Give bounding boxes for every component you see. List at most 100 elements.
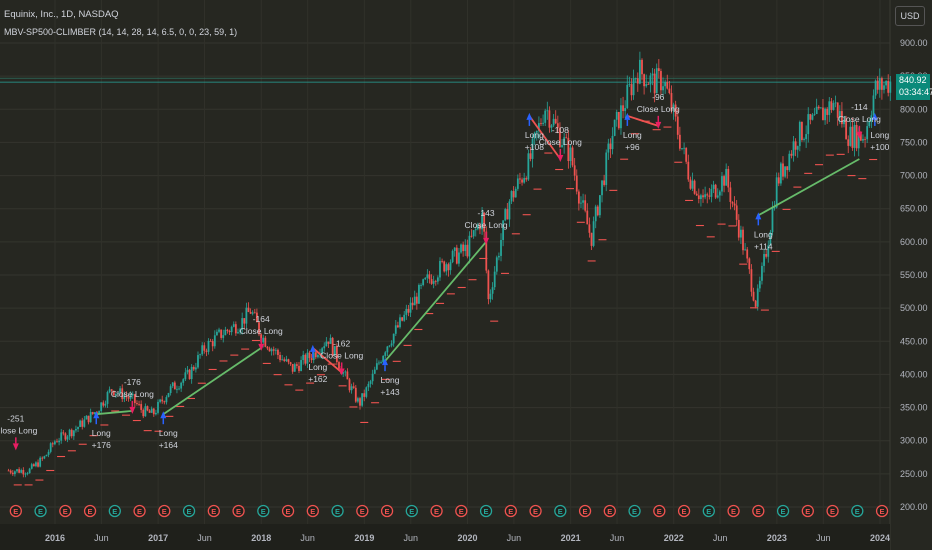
close-long-arrow[interactable]	[856, 131, 863, 139]
earnings-badge[interactable]: E	[133, 504, 146, 518]
earnings-badge-ring	[851, 504, 864, 518]
earnings-badge[interactable]: E	[182, 504, 196, 518]
candle-body	[119, 388, 122, 393]
candle-body	[192, 366, 195, 370]
candle-body	[142, 409, 145, 417]
earnings-badge[interactable]: E	[430, 504, 443, 518]
candle-body	[245, 307, 248, 324]
earnings-badge[interactable]: E	[232, 504, 245, 518]
time-axis-band	[0, 524, 890, 550]
candle-body	[826, 108, 829, 115]
earnings-badge[interactable]: E	[752, 504, 765, 518]
y-tick-label: 800.00	[900, 104, 928, 114]
candle-body	[815, 106, 818, 115]
earnings-badge[interactable]: E	[257, 504, 270, 518]
long-entry-arrow[interactable]	[93, 411, 100, 419]
candle-body	[371, 373, 374, 382]
candle-body	[102, 402, 105, 406]
long-entry-arrow[interactable]	[871, 112, 878, 120]
earnings-badge[interactable]: E	[380, 504, 394, 518]
close-long-arrow[interactable]	[338, 368, 345, 376]
candle-body	[232, 324, 235, 327]
candle-body	[218, 329, 220, 332]
candle-body	[165, 397, 168, 403]
candle-body	[22, 470, 25, 475]
earnings-badge[interactable]: E	[356, 504, 369, 518]
earnings-badge[interactable]: E	[158, 504, 171, 518]
entry-value: +100	[870, 142, 889, 152]
candle-body	[796, 146, 799, 150]
close-long-arrow[interactable]	[483, 237, 490, 245]
earnings-badge-letter: E	[558, 507, 563, 516]
earnings-badge[interactable]: E	[702, 504, 715, 518]
candle-body	[843, 119, 845, 125]
candle-body	[836, 102, 839, 118]
candle-body	[462, 244, 465, 252]
candle-body	[321, 348, 324, 355]
earnings-badge[interactable]: E	[9, 504, 22, 518]
candle-body	[472, 230, 475, 237]
earnings-badge[interactable]: E	[34, 504, 47, 518]
earnings-badge[interactable]: E	[306, 504, 319, 518]
earnings-badge[interactable]: E	[851, 504, 864, 518]
exit-label: Close Long	[111, 389, 154, 399]
earnings-badge[interactable]: E	[801, 504, 814, 518]
earnings-badge[interactable]: E	[479, 504, 493, 518]
earnings-badge[interactable]: E	[653, 504, 666, 518]
candle-body	[127, 397, 130, 399]
earnings-badge[interactable]: E	[207, 504, 220, 518]
earnings-badge[interactable]: E	[504, 504, 517, 518]
exit-value: -164	[253, 314, 270, 324]
long-entry-arrow[interactable]	[160, 411, 167, 419]
long-entry-arrow[interactable]	[755, 212, 762, 220]
long-entry-arrow[interactable]	[526, 112, 533, 120]
earnings-badge[interactable]: E	[628, 504, 641, 518]
candle-body	[586, 210, 589, 225]
earnings-badge[interactable]: E	[677, 504, 691, 518]
close-long-arrow[interactable]	[258, 343, 265, 351]
close-long-arrow[interactable]	[557, 155, 564, 162]
candle-body	[133, 394, 136, 404]
earnings-badge[interactable]: E	[455, 504, 468, 518]
indicator-legend[interactable]: MBV-SP500-CLIMBER (14, 14, 28, 14, 6.5, …	[4, 27, 238, 37]
earnings-badge[interactable]: E	[603, 504, 616, 518]
earnings-badge[interactable]: E	[727, 504, 740, 518]
long-entry-arrow[interactable]	[624, 112, 631, 120]
exit-value: -114	[851, 102, 868, 112]
candle-body	[125, 395, 128, 398]
candle-body	[338, 362, 340, 369]
y-tick-label: 650.00	[900, 204, 928, 214]
candle-body	[178, 388, 180, 390]
earnings-badge[interactable]: E	[529, 504, 542, 518]
candle-body	[352, 386, 355, 388]
close-long-arrow[interactable]	[655, 121, 662, 129]
candle-body	[569, 147, 572, 162]
earnings-badge[interactable]: E	[578, 504, 592, 518]
currency-button[interactable]: USD	[895, 6, 925, 26]
candle-body	[676, 116, 679, 135]
long-entry-arrow[interactable]	[382, 358, 388, 366]
close-long-arrow[interactable]	[129, 406, 136, 414]
earnings-badge[interactable]: E	[554, 504, 567, 518]
earnings-badge[interactable]: E	[826, 504, 839, 518]
earnings-badge[interactable]: E	[875, 504, 889, 518]
long-entry-arrow[interactable]	[309, 344, 316, 352]
candle-body	[716, 195, 719, 198]
candle-body	[819, 107, 822, 109]
earnings-badge[interactable]: E	[281, 504, 295, 518]
close-long-arrow[interactable]	[12, 443, 19, 451]
earnings-badge[interactable]: E	[331, 504, 344, 518]
candle-body	[7, 470, 10, 472]
candle-body	[603, 180, 606, 185]
earnings-badge[interactable]: E	[776, 504, 790, 518]
entry-label: Long	[870, 130, 889, 140]
earnings-badge[interactable]: E	[59, 504, 72, 518]
candle-body	[388, 345, 391, 347]
earnings-badge-ring	[677, 504, 691, 518]
earnings-badge[interactable]: E	[83, 504, 97, 518]
earnings-badge[interactable]: E	[405, 504, 418, 518]
candle-body	[638, 59, 641, 84]
candle-body	[565, 137, 568, 139]
earnings-badge[interactable]: E	[108, 504, 121, 518]
